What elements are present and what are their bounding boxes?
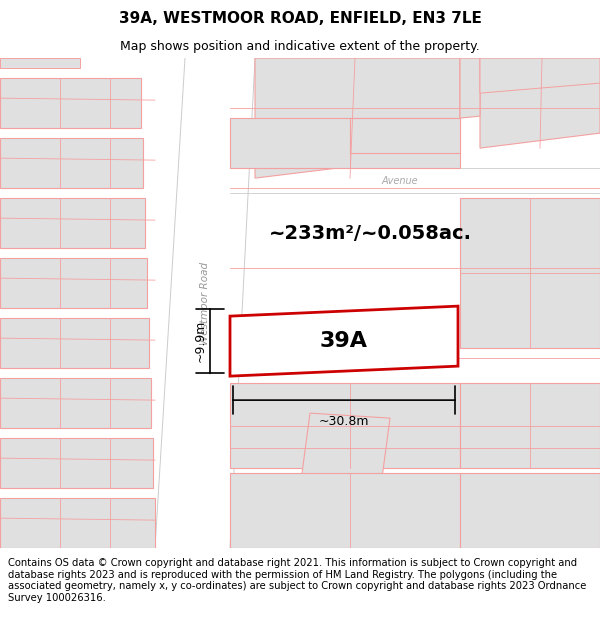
Text: 39A, WESTMOOR ROAD, ENFIELD, EN3 7LE: 39A, WESTMOOR ROAD, ENFIELD, EN3 7LE: [119, 11, 481, 26]
Polygon shape: [255, 58, 460, 178]
Text: Westmoor Road: Westmoor Road: [200, 261, 210, 344]
Polygon shape: [0, 498, 155, 548]
Polygon shape: [0, 378, 151, 428]
Text: ~30.8m: ~30.8m: [319, 415, 369, 428]
Polygon shape: [230, 473, 460, 548]
Polygon shape: [0, 78, 141, 128]
Polygon shape: [350, 118, 460, 153]
Polygon shape: [0, 58, 80, 68]
Polygon shape: [230, 168, 600, 193]
Polygon shape: [0, 318, 149, 368]
Polygon shape: [460, 198, 600, 348]
Text: Map shows position and indicative extent of the property.: Map shows position and indicative extent…: [120, 40, 480, 53]
Polygon shape: [300, 413, 390, 493]
Polygon shape: [480, 58, 600, 93]
Polygon shape: [230, 383, 460, 468]
Text: ~9.9m: ~9.9m: [194, 320, 207, 362]
Polygon shape: [0, 258, 147, 308]
Polygon shape: [155, 58, 255, 548]
Text: ~233m²/~0.058ac.: ~233m²/~0.058ac.: [269, 224, 472, 243]
Polygon shape: [230, 306, 458, 376]
Polygon shape: [230, 118, 460, 168]
Text: 39A: 39A: [320, 331, 368, 351]
Polygon shape: [460, 383, 600, 468]
Polygon shape: [460, 58, 480, 118]
Text: Contains OS data © Crown copyright and database right 2021. This information is : Contains OS data © Crown copyright and d…: [8, 558, 586, 603]
Polygon shape: [0, 198, 145, 248]
Polygon shape: [0, 438, 153, 488]
Polygon shape: [480, 58, 600, 148]
Text: Avenue: Avenue: [382, 176, 418, 186]
Polygon shape: [0, 138, 143, 188]
Polygon shape: [460, 473, 600, 548]
